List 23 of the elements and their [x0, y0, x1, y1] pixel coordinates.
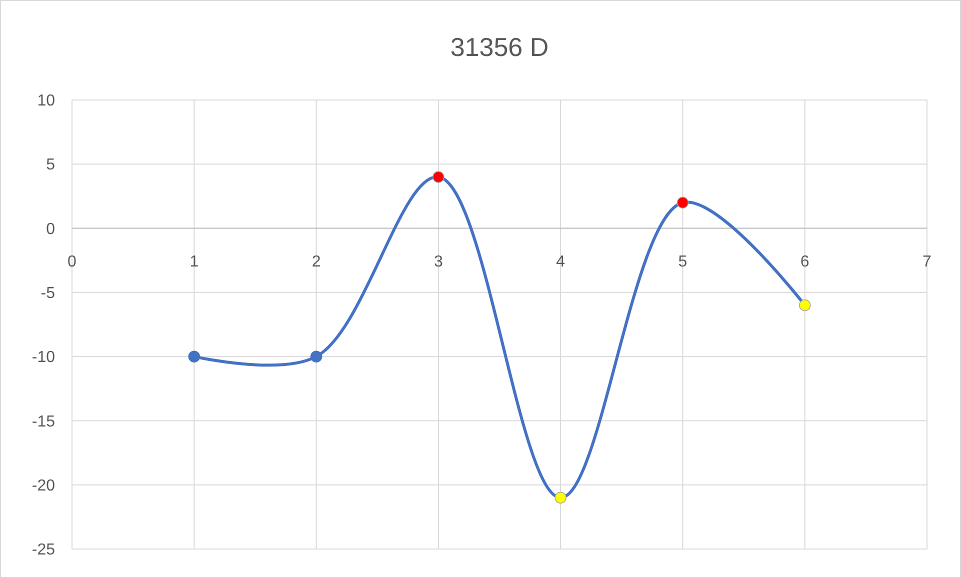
- x-tick-label: 2: [312, 253, 321, 270]
- chart-title: 31356 D: [450, 32, 549, 62]
- y-tick-label: 5: [46, 156, 56, 174]
- point: [554, 492, 566, 504]
- x-tick-label: 1: [190, 253, 199, 270]
- x-tick-label: 0: [68, 253, 77, 270]
- x-tick-label: 7: [922, 253, 932, 270]
- x-tick-label: 4: [556, 253, 566, 270]
- y-tick-label: 10: [37, 92, 56, 110]
- x-tick-label: 5: [678, 253, 688, 270]
- point: [432, 171, 444, 183]
- y-tick-label: 0: [46, 220, 56, 238]
- x-tick-label: 6: [800, 253, 810, 270]
- y-tick-label: -20: [32, 477, 56, 494]
- y-tick-label: -15: [32, 413, 56, 430]
- point: [676, 196, 689, 209]
- point: [188, 350, 200, 362]
- x-tick-label: 3: [434, 253, 443, 270]
- y-tick-label: -25: [32, 542, 56, 559]
- point: [798, 299, 811, 312]
- point: [310, 350, 322, 362]
- y-tick-label: -5: [40, 285, 56, 302]
- y-tick-label: -10: [32, 349, 56, 366]
